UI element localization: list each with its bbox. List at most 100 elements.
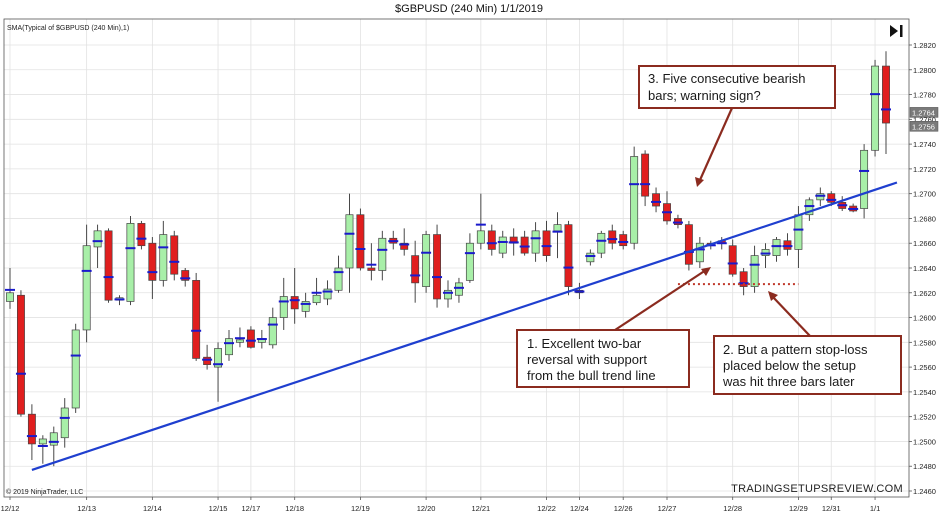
bearish-candle <box>410 240 421 303</box>
candle-body <box>444 289 452 300</box>
candle-body <box>805 199 814 216</box>
candle-body <box>586 252 595 263</box>
y-tick-label: 1.2540 <box>913 388 936 397</box>
bullish-candle <box>5 268 15 309</box>
bullish-candle <box>114 295 125 306</box>
bullish-candle <box>377 230 388 281</box>
bearish-candle <box>618 230 629 250</box>
x-tick-label: 12/26 <box>614 504 633 513</box>
x-tick-label: 1/1 <box>870 504 880 513</box>
y-tick-label: 1.2720 <box>913 165 936 174</box>
candle-body <box>137 223 146 247</box>
bearish-candle <box>651 187 662 213</box>
bullish-candle <box>443 280 453 308</box>
candle-body <box>71 329 80 409</box>
y-tick-label: 1.2700 <box>913 190 936 199</box>
bearish-candle <box>147 237 158 299</box>
candle-body <box>104 230 113 301</box>
bearish-candle <box>486 224 497 256</box>
x-tick-label: 12/12 <box>1 504 20 513</box>
bearish-candle <box>607 224 618 250</box>
x-tick-label: 12/15 <box>209 504 228 513</box>
bullish-candle <box>530 222 541 262</box>
y-tick-label: 1.2780 <box>913 91 936 100</box>
x-tick-label: 12/20 <box>417 504 436 513</box>
y-tick-label: 1.2760 <box>913 115 936 124</box>
x-tick-label: 12/29 <box>789 504 808 513</box>
candle-body <box>487 230 496 250</box>
scroll-to-end-icon[interactable] <box>886 22 906 38</box>
candle-body <box>181 270 190 281</box>
bearish-candle <box>289 268 300 324</box>
x-axis-ticks: 12/12 12/13 12/14 12/15 12/17 12/18 12/19 12/20… <box>1 497 880 513</box>
price-marker-box <box>909 121 939 132</box>
bearish-candle <box>519 230 530 256</box>
price-marker-label: 1.2756 <box>912 122 935 131</box>
candle-body <box>323 288 332 300</box>
candle-body <box>498 236 507 254</box>
bearish-candle <box>103 228 114 303</box>
candle-body <box>542 230 551 256</box>
copyright-text: © 2019 NinjaTrader, LLC <box>6 488 83 496</box>
bearish-candle <box>541 220 552 262</box>
candle-body <box>772 239 781 256</box>
bearish-candle <box>191 272 202 361</box>
bullish-candle <box>224 329 234 361</box>
bullish-candle <box>70 323 81 413</box>
bullish-candle <box>37 435 48 464</box>
candle-body <box>192 280 201 359</box>
x-tick-label: 12/22 <box>537 504 556 513</box>
candle-body <box>564 224 573 287</box>
bull-trend-line <box>31 181 898 471</box>
candle-body <box>93 230 102 248</box>
bearish-candle <box>169 230 180 281</box>
bullish-candle <box>59 398 70 448</box>
candles <box>5 51 891 467</box>
x-tick-label: 12/27 <box>658 504 677 513</box>
bullish-candle <box>158 220 169 287</box>
bearish-candle <box>355 208 366 271</box>
y-tick-label: 1.2640 <box>913 264 936 273</box>
bearish-candle <box>563 220 574 296</box>
annotation-1-line-2: reversal with support <box>527 352 647 367</box>
candle-body <box>728 245 737 275</box>
candle-body <box>673 218 682 225</box>
candle-body <box>783 240 792 250</box>
candle-body <box>695 242 704 263</box>
brand-watermark: TRADINGSETUPSREVIEW.COM <box>731 483 903 495</box>
x-tick-label: 12/28 <box>723 504 742 513</box>
y-tick-label: 1.2500 <box>913 437 936 446</box>
bearish-candle <box>848 203 859 213</box>
candle-body <box>794 214 803 250</box>
bullish-candle <box>585 249 596 266</box>
bullish-candle <box>815 187 826 207</box>
bullish-candle <box>48 426 59 467</box>
bullish-candle <box>278 277 289 330</box>
y-axis-ticks: 1.2820 1.2800 1.2780 1.2760 1.2740 1.2720 1.27… <box>909 41 936 496</box>
candle-body <box>871 65 880 151</box>
candle-body <box>400 242 409 250</box>
annotation-1: 1. Excellent two-bar reversal with suppo… <box>516 329 690 388</box>
y-tick-label: 1.2560 <box>913 363 936 372</box>
candle-body <box>465 242 474 281</box>
x-tick-label: 12/13 <box>77 504 96 513</box>
bearish-candle <box>727 239 738 277</box>
candle-body <box>684 224 693 265</box>
bearish-candle <box>508 228 519 256</box>
bullish-candle <box>125 215 136 306</box>
candle-body <box>750 255 759 287</box>
candle-body <box>367 267 376 271</box>
annotation-3-line-1: 3. Five consecutive bearish <box>648 71 806 86</box>
annotation-2-line-3: was hit three bars later <box>722 374 855 389</box>
bullish-candle <box>552 212 563 259</box>
price-markers: 1.2764 1.2756 <box>909 107 939 132</box>
bullish-candle <box>311 277 322 306</box>
candle-body <box>203 356 212 365</box>
candle-body <box>268 317 277 346</box>
candle-body <box>619 234 628 247</box>
bearish-candle <box>136 220 147 250</box>
bearish-candle <box>399 228 410 256</box>
bearish-candle <box>881 51 891 155</box>
candle-body <box>126 223 135 302</box>
candle-body <box>246 329 255 348</box>
